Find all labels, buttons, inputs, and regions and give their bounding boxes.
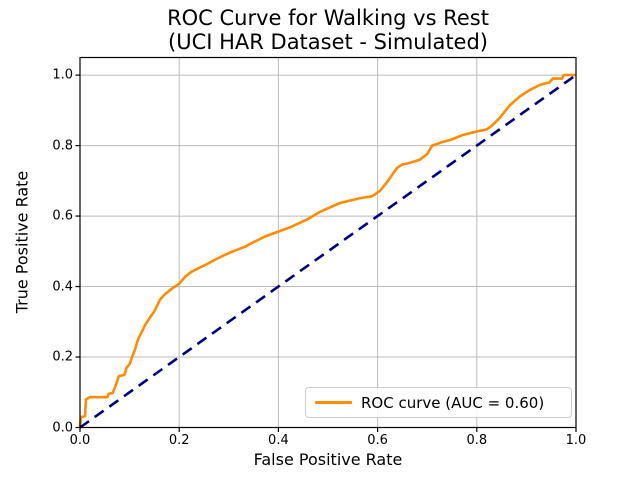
x-tick-label: 0.6 [367,433,388,448]
y-tick-label: 0.8 [52,138,73,154]
y-tick-label: 0.4 [52,279,73,295]
x-tick-label: 0.8 [466,433,488,448]
x-tick-label: 0.4 [268,433,289,448]
chart-title: ROC Curve for Walking vs Rest (UCI HAR D… [80,6,576,54]
y-tick-label: 1.0 [52,67,73,83]
legend-roc-line-swatch [315,401,352,404]
x-axis-label: False Positive Rate [253,450,403,469]
y-tick-label: 0.6 [52,208,73,224]
chance-diagonal-line [79,74,577,429]
y-tick-label: 0.0 [52,420,73,435]
roc-curve-line [78,73,576,428]
x-tick-label: 0.2 [168,433,190,448]
y-axis-label: True Positive Rate [12,170,32,314]
chart-title-line2: (UCI HAR Dataset - Simulated) [168,30,488,54]
legend-roc-label: ROC curve (AUC = 0.60) [361,393,545,412]
axes-frame [79,56,577,429]
x-tick-label: 1.0 [565,433,587,448]
chart-title-line1: ROC Curve for Walking vs Rest [167,6,489,30]
y-tick-label: 0.2 [52,349,73,365]
x-tick-label: 0.0 [69,433,91,448]
legend-box: ROC curve (AUC = 0.60) [305,387,572,418]
